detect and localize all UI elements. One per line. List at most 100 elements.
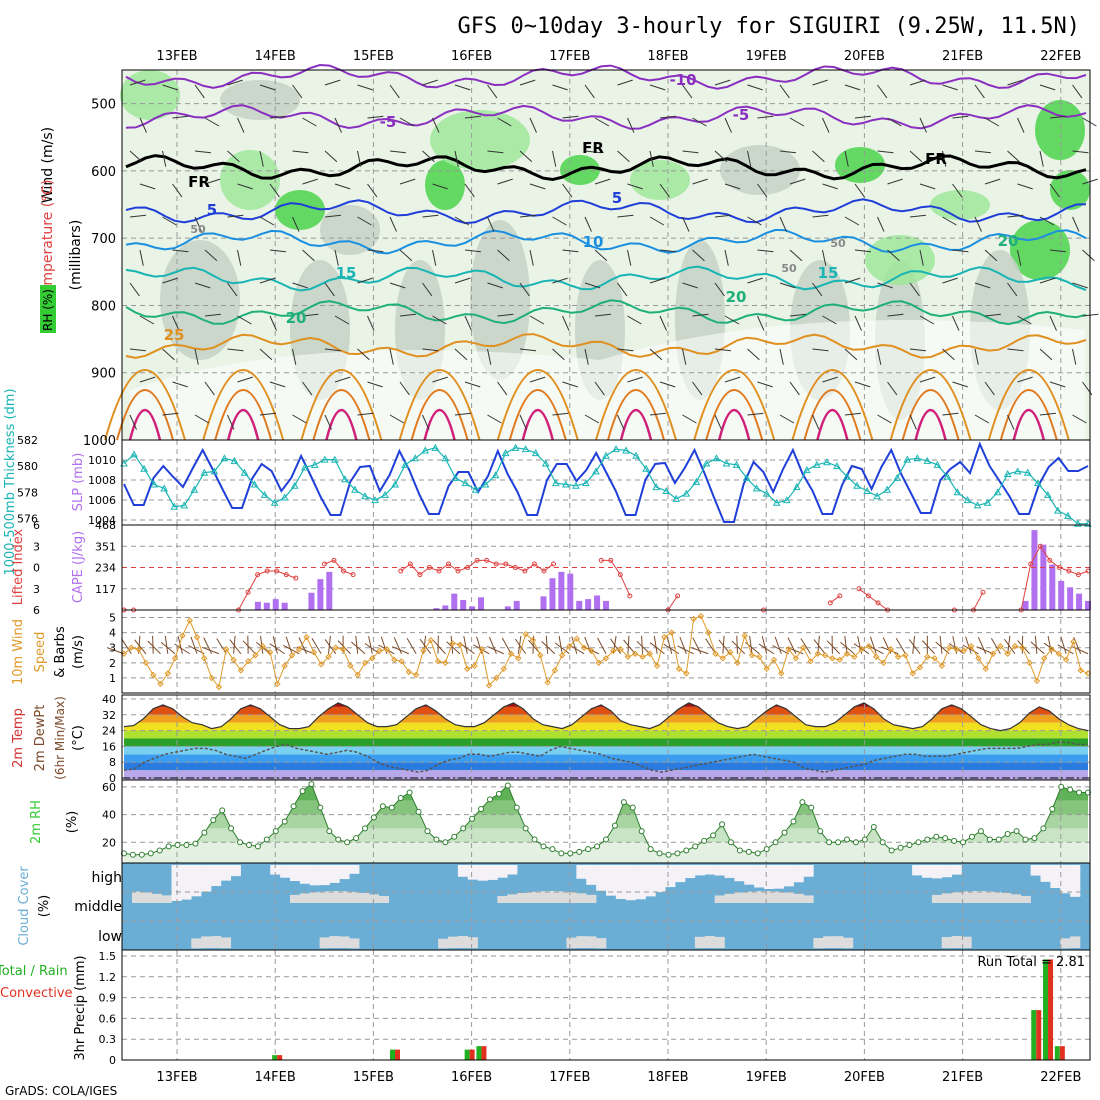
wind-speed-point [537,652,544,659]
wind-barb [487,282,503,289]
wind-barb [789,178,806,185]
lifted-line [1020,545,1089,611]
thickness-point [833,462,841,470]
high-cloud-cell [201,865,212,892]
rh-blotch [470,220,530,380]
wind-speed-point [821,652,829,659]
wind-barb [761,636,768,654]
ylabel-wind: Wind (m/s) [40,127,56,203]
thickness-point [672,494,681,502]
rh-point [594,843,601,850]
middle-cloud-cell [764,891,775,903]
wind-barb [779,216,787,232]
wind-barb [106,647,125,655]
lifted-point [465,565,471,570]
thickness-point [943,472,952,480]
wind-barb [324,282,335,297]
wind-barb [519,79,536,86]
low-cloud-cell [448,936,459,949]
bottom-date-axis: 13FEB 14FEB 15FEB 16FEB 17FEB 18FEB 19FEB 20FEB… [156,1070,1081,1085]
wind-speed-point [266,649,274,656]
rh-point [308,781,315,788]
isotherm-arch [987,369,1070,441]
wind-barb [854,315,862,331]
wind-panel: 1 2 3 4 5 10m Wind Speed & Barbs (m/s) [11,609,1092,694]
date-label-bottom: 18FEB [647,1070,688,1085]
middle-cloud-cell [566,892,577,903]
isotherm-arch [705,389,764,441]
thickness-point [300,463,309,471]
wind-barb [826,640,841,655]
wind-barb [432,376,448,383]
low-cloud-cell [191,938,202,949]
isotherm-arch [508,389,567,441]
wind-speed-point [150,671,157,679]
thickness-point [1074,519,1082,527]
wind-barb [649,84,666,91]
middle-cloud-cell [783,892,794,903]
date-label-bottom: 15FEB [353,1070,394,1085]
high-cloud-cell [596,865,607,891]
wind-barb [194,414,210,424]
wind-barb [822,117,830,133]
wind-barb [812,214,829,218]
wind-barb [497,117,512,127]
wind-barb [302,249,315,262]
wind-barb [1072,84,1083,99]
wind-barb [594,381,605,396]
wind-speed-point [120,650,128,657]
wind-barb [758,643,775,655]
wind-barb [909,214,926,218]
rh-point [406,789,413,796]
cape-bar [1076,593,1083,610]
wind-barb [919,376,936,383]
rh-point [540,843,547,850]
rh-point [129,851,136,858]
high-cloud-cell [220,865,232,881]
wind-speed-point [1062,656,1070,664]
ylabel-cloud-2: (%) [37,895,52,918]
rh-point [1049,806,1056,813]
isotherm-arch [128,408,162,441]
high-cloud-cell [922,865,933,878]
high-cloud-cell [931,865,943,879]
wind-barb [464,381,481,388]
high-cloud-cell [615,865,627,899]
rh-point [451,833,458,840]
wind-barb [355,635,359,654]
wind-barb [877,216,885,232]
wind-barb [724,376,741,383]
wind-barb [545,635,549,654]
rh-point [933,833,940,840]
wind-barb [1072,216,1080,232]
wind-barb [292,282,308,289]
temperature-line [123,702,1089,732]
cape-bar [433,608,440,610]
precip-tick: 1.5 [99,950,117,963]
wind-barb [952,115,969,119]
wind-barb [529,249,534,266]
wind-barb [692,249,705,262]
wind-barb [129,348,146,352]
thickness-point [511,443,520,451]
temp-tick: 0 [109,772,116,785]
cape-bar [460,600,467,610]
wind-barb [237,315,252,325]
wind-barb [419,638,432,655]
precip-tick: 1.2 [99,971,117,984]
wind-barb [162,216,177,226]
wind-barb [666,636,673,654]
rh-point [1040,825,1047,832]
temperature-bands [124,702,1088,780]
wind-barb [227,214,244,218]
cape-bar [540,596,547,610]
panel-frame [121,949,1091,1061]
wind-barb [1060,636,1067,654]
wind-speed-point [690,615,697,623]
rh-band [124,814,1088,829]
isotherm-15 [125,265,1087,292]
high-cloud-cell [1060,865,1071,894]
wind-barb [497,178,513,185]
rh-point [397,794,404,801]
high-cloud-cell [507,865,518,875]
